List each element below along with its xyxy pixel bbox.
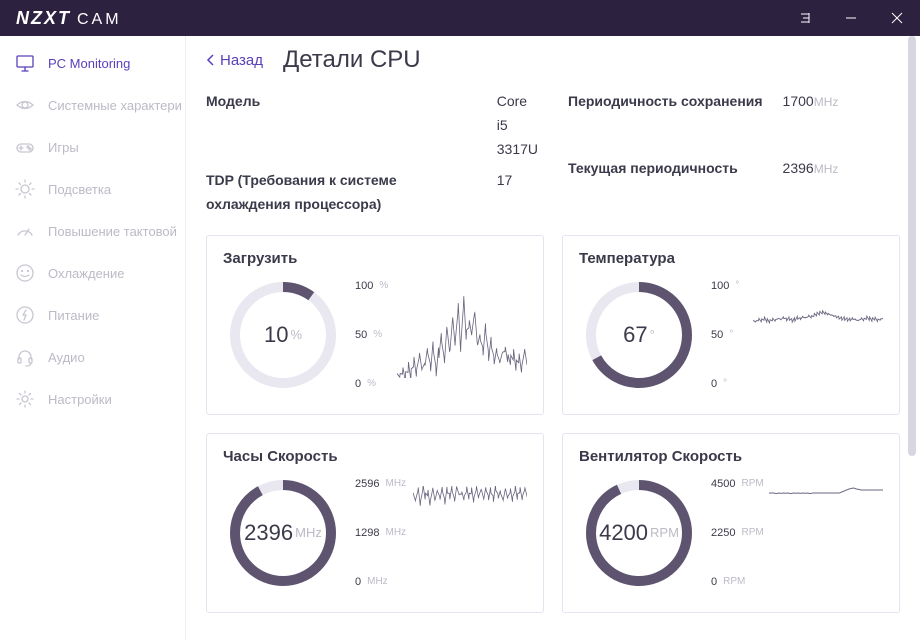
sidebar-item-label: Аудио [48, 350, 85, 365]
close-button[interactable] [874, 0, 920, 36]
menu-button[interactable] [782, 0, 828, 36]
gauge: 4200RPM [579, 473, 699, 593]
sidebar-item-label: Настройки [48, 392, 112, 407]
info-value: 2396MHz [783, 157, 900, 217]
sidebar-item-headset[interactable]: Аудио [0, 336, 185, 378]
histogram: 4500RPM2250RPM0RPM [711, 478, 883, 588]
page-title: Детали CPU [283, 46, 421, 74]
back-button[interactable]: Назад [206, 52, 263, 69]
window-controls [782, 0, 920, 36]
gauge-value: 2396MHz [223, 473, 343, 593]
brand: NZXT CAM [16, 8, 122, 29]
sidebar-item-sun[interactable]: Подсветка [0, 168, 185, 210]
sidebar-item-bolt[interactable]: Питание [0, 294, 185, 336]
eye-icon [14, 94, 36, 116]
card-title: Температура [579, 250, 883, 267]
metric-card: Температура 67° 100°50°0° [562, 235, 900, 415]
sun-icon [14, 178, 36, 200]
sidebar-item-eye[interactable]: Системные характери [0, 84, 185, 126]
sidebar-item-label: Подсветка [48, 182, 111, 197]
info-label: Модель [206, 90, 477, 161]
gamepad-icon [14, 136, 36, 158]
info-value: 1700MHz [783, 90, 900, 149]
sidebar-item-label: Питание [48, 308, 99, 323]
bolt-icon [14, 304, 36, 326]
sidebar-item-speedometer[interactable]: Повышение тактовой [0, 210, 185, 252]
headset-icon [14, 346, 36, 368]
sidebar-item-gear[interactable]: Настройки [0, 378, 185, 420]
metric-cards: Загрузить 10% 100%50%0% Температура [206, 235, 900, 613]
sidebar-item-label: Охлаждение [48, 266, 124, 281]
scrollbar-thumb[interactable] [908, 36, 916, 456]
speedometer-icon [14, 220, 36, 242]
sidebar-item-label: Повышение тактовой [48, 224, 177, 239]
gear-icon [14, 388, 36, 410]
monitor-icon [14, 52, 36, 74]
titlebar: NZXT CAM [0, 0, 920, 36]
metric-card: Загрузить 10% 100%50%0% [206, 235, 544, 415]
main-content: Назад Детали CPU Модель Core i5 3317U TDP … [186, 36, 920, 640]
tick-label: 0% [355, 378, 527, 390]
smile-icon [14, 262, 36, 284]
cpu-info-grid: Модель Core i5 3317U TDP (Требования к сис… [206, 90, 900, 217]
gauge-value: 4200RPM [579, 473, 699, 593]
sidebar-item-label: Игры [48, 140, 79, 155]
gauge: 67° [579, 275, 699, 395]
card-title: Загрузить [223, 250, 527, 267]
card-title: Часы Скорость [223, 448, 527, 465]
info-label: Периодичность сохранения [568, 90, 763, 149]
info-label: TDP (Требования к системе охлаждения про… [206, 169, 477, 217]
histogram: 100°50°0° [711, 280, 883, 390]
sidebar-item-label: Системные характери [48, 98, 182, 113]
info-value: Core i5 3317U [497, 90, 538, 161]
brand-main: NZXT [16, 8, 71, 29]
sidebar: PC Monitoring Системные характери Игры Подс… [0, 36, 186, 640]
brand-sub: CAM [77, 11, 122, 29]
histogram: 100%50%0% [355, 280, 527, 390]
gauge-value: 67° [579, 275, 699, 395]
scrollbar[interactable] [908, 36, 916, 640]
metric-card: Часы Скорость 2396MHz 2596MHz1298MHz0MHz [206, 433, 544, 613]
tick-label: 0° [711, 378, 883, 390]
info-value: 17 [497, 169, 538, 217]
sidebar-item-smile[interactable]: Охлаждение [0, 252, 185, 294]
tick-label: 0MHz [355, 576, 527, 588]
sidebar-item-gamepad[interactable]: Игры [0, 126, 185, 168]
back-label: Назад [220, 52, 263, 69]
tick-label: 0RPM [711, 576, 883, 588]
gauge: 2396MHz [223, 473, 343, 593]
histogram: 2596MHz1298MHz0MHz [355, 478, 527, 588]
gauge-value: 10% [223, 275, 343, 395]
minimize-button[interactable] [828, 0, 874, 36]
card-title: Вентилятор Скорость [579, 448, 883, 465]
metric-card: Вентилятор Скорость 4200RPM 4500RPM2250R… [562, 433, 900, 613]
info-label: Текущая периодичность [568, 157, 763, 217]
sidebar-item-label: PC Monitoring [48, 56, 130, 71]
sidebar-item-monitor[interactable]: PC Monitoring [0, 42, 185, 84]
gauge: 10% [223, 275, 343, 395]
